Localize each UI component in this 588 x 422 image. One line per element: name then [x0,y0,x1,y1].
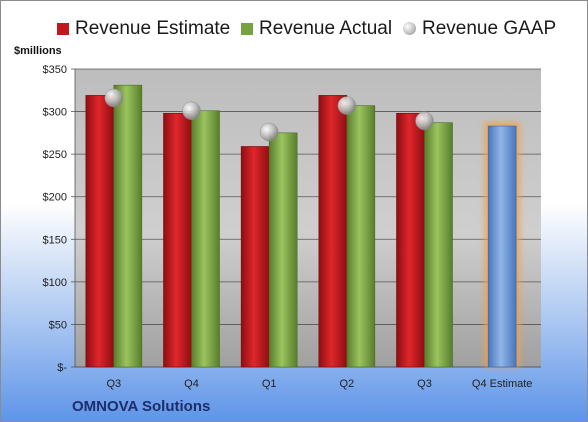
legend-item-revenue-gaap: Revenue GAAP [403,17,556,41]
bar-actual-2 [268,132,298,368]
x-tick-label-2: Q1 [262,378,277,390]
legend-item-revenue-estimate: Revenue Estimate [57,17,230,41]
y-tick-label-200: $200 [43,192,67,204]
bar-estimate-1 [163,112,192,368]
gaap-marker-2 [259,122,279,142]
chart-legend: Revenue Estimate Revenue Actual Revenue … [1,17,587,43]
legend-label-revenue-gaap: Revenue GAAP [422,18,557,39]
x-tick-label-5: Q4 Estimate [472,378,533,390]
legend-swatch-revenue-estimate [57,22,69,35]
legend-item-revenue-actual: Revenue Actual [241,17,392,41]
legend-swatch-revenue-gaap [403,22,416,36]
bar-actual-4 [424,122,453,368]
bar-actual-3 [346,105,376,368]
y-tick-label-0: $- [57,362,67,374]
gaap-marker-4 [415,111,434,131]
legend-label-revenue-actual: Revenue Actual [259,18,393,39]
y-tick-label-300: $300 [43,107,67,119]
company-name: OMNOVA Solutions [72,398,211,415]
bar-actual-1 [191,110,220,368]
y-axis-unit-label: $millions [14,45,62,57]
bar-estimate-2 [240,146,270,368]
legend-swatch-revenue-actual [241,22,253,35]
bar-estimate-5 [487,125,517,368]
bar-estimate-0 [85,95,115,368]
bar-actual-0 [113,84,143,368]
bar-estimate-3 [318,95,348,368]
legend-label-revenue-estimate: Revenue Estimate [75,18,231,39]
x-tick-label-3: Q2 [339,378,354,390]
y-tick-label-100: $100 [43,277,67,289]
y-tick-label-350: $350 [43,64,67,76]
x-tick-label-0: Q3 [106,378,121,390]
y-tick-label-150: $150 [43,234,67,246]
y-tick-label-250: $250 [43,149,67,161]
bar-estimate-4 [396,112,425,368]
gaap-marker-0 [104,88,124,108]
gaap-marker-1 [182,101,201,120]
plot-area [75,69,541,367]
y-tick-label-50: $50 [49,319,67,331]
x-tick-label-4: Q3 [417,378,432,390]
gaap-marker-3 [337,96,357,115]
x-tick-label-1: Q4 [184,378,199,390]
